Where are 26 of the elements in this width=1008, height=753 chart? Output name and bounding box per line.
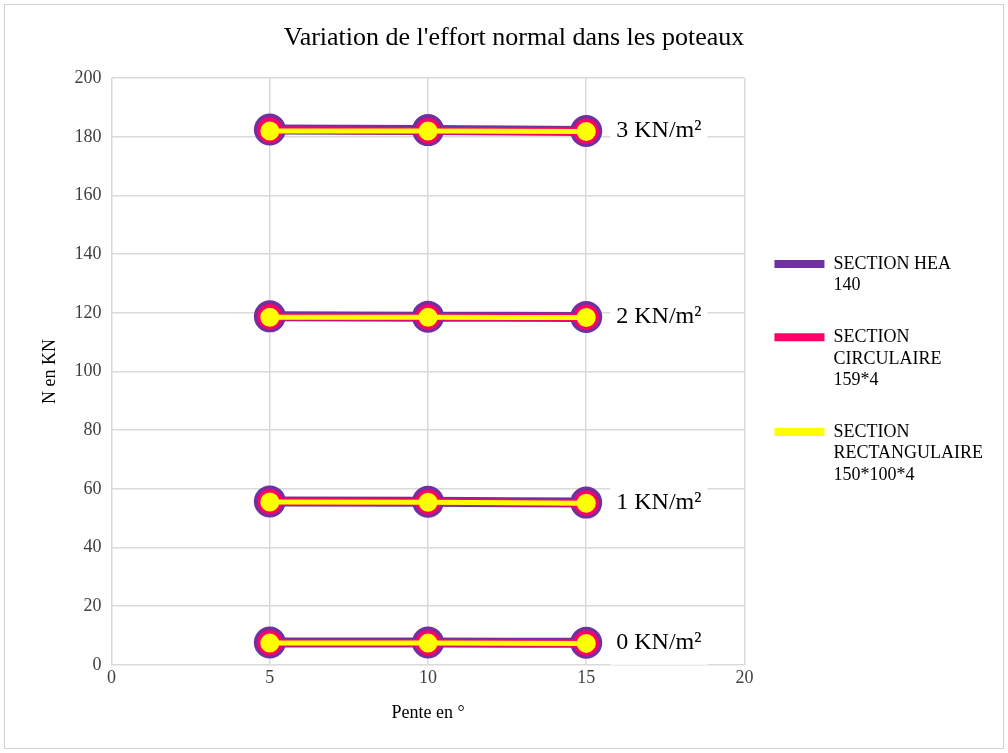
annotation: 2 KN/m²	[616, 302, 702, 329]
y-tick-label: 60	[83, 477, 102, 498]
y-axis-title: N en KN	[38, 339, 59, 404]
y-tick-label: 200	[74, 66, 102, 87]
y-tick-label: 180	[74, 125, 102, 146]
x-tick-label: 15	[577, 667, 596, 688]
annotation: 3 KN/m²	[616, 116, 702, 143]
x-tick-label: 20	[735, 667, 754, 688]
y-tick-label: 40	[83, 536, 102, 557]
y-tick-label: 100	[74, 360, 102, 381]
x-axis-title: Pente en °	[391, 701, 465, 722]
annotation: 0 KN/m²	[616, 628, 702, 655]
y-tick-label: 140	[74, 242, 102, 263]
x-tick-label: 0	[107, 667, 117, 688]
legend-label: SECTION CIRCULAIRE 159*4	[833, 326, 942, 390]
x-tick-label: 10	[419, 667, 438, 688]
y-tick-label: 20	[83, 594, 102, 615]
y-tick-label: 80	[83, 418, 102, 439]
y-tick-label: 160	[74, 184, 102, 205]
annotation: 1 KN/m²	[616, 487, 702, 514]
legend-label: SECTION RECTANGULAIRE 150*100*4	[833, 420, 983, 485]
legend-label: SECTION HEA 140	[833, 252, 951, 295]
x-tick-label: 5	[265, 667, 275, 688]
y-tick-label: 0	[92, 653, 102, 674]
chart-title: Variation de l'effort normal dans les poteaux	[283, 22, 745, 52]
y-tick-label: 120	[74, 301, 102, 322]
